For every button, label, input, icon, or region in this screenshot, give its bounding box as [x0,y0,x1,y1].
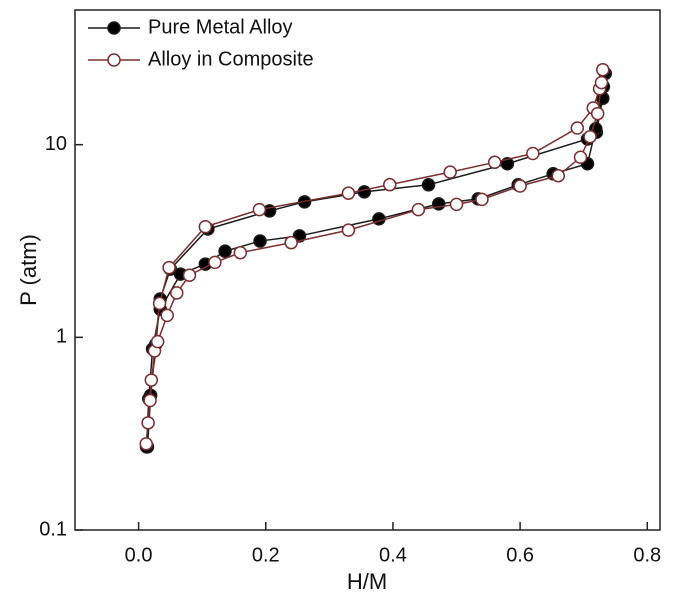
data-point [152,296,167,311]
data-point [596,62,610,77]
plot-frame [74,9,661,531]
legend-label: Pure Metal Alloy [148,16,293,38]
data-point [383,177,397,192]
x-tick-label: 0.0 [125,544,153,566]
data-point [139,437,153,451]
data-point [208,255,222,270]
data-point [421,178,436,192]
data-point [160,308,174,323]
data-point [551,168,566,183]
y-tick-label: 1 [56,326,67,348]
data-point [141,416,155,430]
data-point [573,150,588,165]
x-tick-label: 0.8 [633,544,661,566]
data-point [150,334,165,349]
data-point [182,268,197,283]
data-point [162,260,176,275]
data-point [144,373,159,387]
legend-label: Alloy in Composite [148,48,314,70]
data-point [487,155,502,170]
y-axis-label: P (atm) [16,234,41,306]
y-tick-label: 0.1 [39,518,67,540]
data-point [284,235,298,250]
data-point [449,197,464,212]
legend-marker [107,21,121,35]
x-tick-label: 0.4 [379,544,407,566]
data-point [590,106,605,121]
data-point [341,223,356,237]
data-point [253,234,267,248]
x-tick-label: 0.2 [252,544,280,566]
data-point [198,219,213,234]
data-point [252,202,267,217]
data-point [443,165,457,179]
data-point [411,202,426,217]
data-point [218,244,232,258]
x-tick-label: 0.6 [506,544,534,566]
data-point [513,179,527,193]
data-point [143,393,157,408]
data-point [583,129,597,144]
data-point [475,192,489,207]
data-point [526,146,540,161]
data-point [169,286,184,300]
data-point [233,245,248,260]
data-point [357,185,372,199]
y-tick-label: 10 [45,133,67,155]
legend-marker [107,53,121,67]
data-point [341,186,356,200]
data-point [570,121,585,135]
data-point [594,75,609,90]
x-axis-label: H/M [347,569,387,594]
